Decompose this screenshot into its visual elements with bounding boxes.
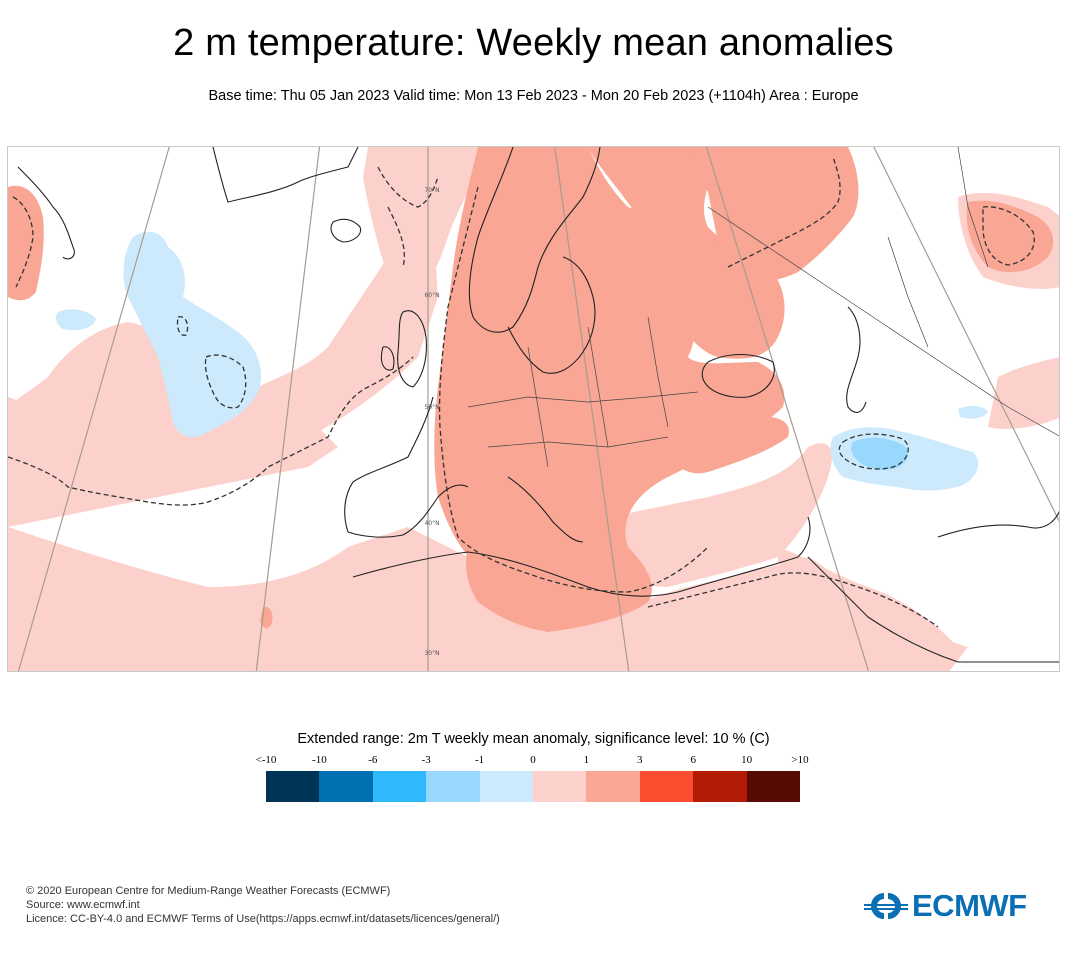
chart-title: 2 m temperature: Weekly mean anomalies (173, 22, 894, 64)
longitude-line (873, 147, 1059, 522)
legend-tick-label: 10 (741, 754, 753, 766)
shade-aral-cold (958, 405, 988, 419)
coast-iceland (330, 218, 362, 243)
anomaly-layer-0-1 (8, 147, 1059, 671)
shade-caspian-core (851, 437, 909, 470)
sig-contour-atlantic (8, 356, 414, 506)
coast-caspian (846, 306, 867, 413)
legend-tick-label: -6 (368, 754, 378, 766)
footer-credits: © 2020 European Centre for Medium-Range … (26, 884, 500, 926)
shade-europe-main (434, 147, 785, 613)
shade-east-med (568, 443, 832, 587)
legend-tick-label: >10 (791, 754, 809, 766)
licence-text: Licence: CC-BY-4.0 and ECMWF Terms of Us… (26, 913, 500, 925)
legend-swatch (372, 771, 427, 802)
shade-russia-north (588, 147, 785, 359)
source-text: Source: www.ecmwf.int (26, 899, 140, 911)
legend-tick-label: -3 (421, 754, 431, 766)
legend-title: Extended range: 2m T weekly mean anomaly… (297, 731, 770, 747)
latitude-label: 40°N (424, 520, 439, 527)
legend-swatch (479, 771, 534, 802)
anomaly-map: 70°N 60°N 50°N 40°N 30°N (7, 146, 1060, 672)
coast-persian-gulf (937, 510, 1059, 538)
legend-tick-label: -10 (312, 754, 327, 766)
shade-north-atlantic-cold (123, 231, 262, 438)
ecmwf-logo-text: ECMWF (912, 888, 1027, 923)
longitude-line (17, 147, 170, 671)
coastlines (17, 147, 1059, 663)
legend-swatch (693, 771, 747, 802)
sig-contour-europe (438, 186, 709, 593)
sig-contour-north-africa (647, 572, 939, 628)
legend-swatch (639, 771, 694, 802)
border-lines-europe (467, 147, 1059, 468)
legend-swatch (319, 771, 373, 802)
legend-tick-label: <-10 (255, 754, 277, 766)
shade-siberia-east-core (966, 200, 1054, 273)
shade-atlantic-west (8, 397, 338, 527)
shade-caucasus-iran (778, 547, 958, 657)
sig-contour-n-atlantic-cold (176, 316, 247, 409)
copyright-text: © 2020 European Centre for Medium-Range … (26, 885, 391, 897)
map-canvas: 70°N 60°N 50°N 40°N 30°N (8, 147, 1059, 671)
latitude-label: 50°N (424, 404, 439, 411)
shade-arabia-east (988, 357, 1059, 429)
legend-tick-label: 0 (530, 754, 536, 766)
coast-red-sea (807, 556, 1059, 663)
sig-contour-canada (12, 196, 34, 288)
latitude-label: 60°N (424, 292, 439, 299)
legend-swatch (266, 771, 320, 802)
longitude-line (705, 147, 870, 671)
borders (467, 147, 1059, 468)
legend-tick-label: 6 (690, 754, 696, 766)
legend-swatch (533, 771, 587, 802)
legend-tick-label: 1 (583, 754, 590, 766)
coast-labrador (17, 166, 75, 260)
shade-turkey (668, 416, 789, 474)
coast-france-iberia (344, 396, 469, 538)
legend-swatch (426, 771, 480, 802)
sig-contour-caspian (838, 433, 909, 470)
coast-baltic (507, 256, 596, 374)
coast-greenland (212, 147, 359, 203)
coast-north-africa (352, 516, 811, 597)
coast-italy (507, 476, 584, 543)
sig-contour-norwegian (377, 166, 439, 268)
sig-contour-east-siberia (982, 206, 1035, 266)
graticule (17, 147, 1059, 671)
significance-contours (8, 156, 1035, 628)
chart-subtitle: Base time: Thu 05 Jan 2023 Valid time: M… (208, 88, 859, 104)
legend-color-bar (266, 771, 801, 802)
shade-west-siberia (688, 147, 859, 283)
latitude-label: 70°N (424, 187, 439, 194)
coast-black-sea (701, 354, 775, 398)
longitude-line (255, 147, 321, 671)
shade-norwegian-sea (363, 147, 488, 297)
longitude-line (554, 147, 630, 671)
latitude-labels: 70°N 60°N 50°N 40°N 30°N (424, 187, 439, 657)
legend-tick-label: -1 (475, 754, 485, 766)
anomaly-layer-neg3-neg1 (851, 437, 909, 470)
ecmwf-logo: ECMWF (864, 888, 1027, 923)
latitude-label: 30°N (424, 650, 439, 657)
coast-british-isles (380, 310, 427, 388)
shade-atlantic-cold-west (55, 309, 96, 331)
legend-tick-labels: <-10 -10 -6 -3 -1 0 1 3 6 10 >10 (256, 754, 809, 768)
ecmwf-logo-icon (864, 893, 908, 919)
coast-norway (468, 147, 601, 333)
shade-canada-east (8, 185, 44, 301)
legend-swatch (746, 771, 801, 802)
legend-swatch (586, 771, 640, 802)
legend-tick-label: 3 (637, 754, 643, 766)
